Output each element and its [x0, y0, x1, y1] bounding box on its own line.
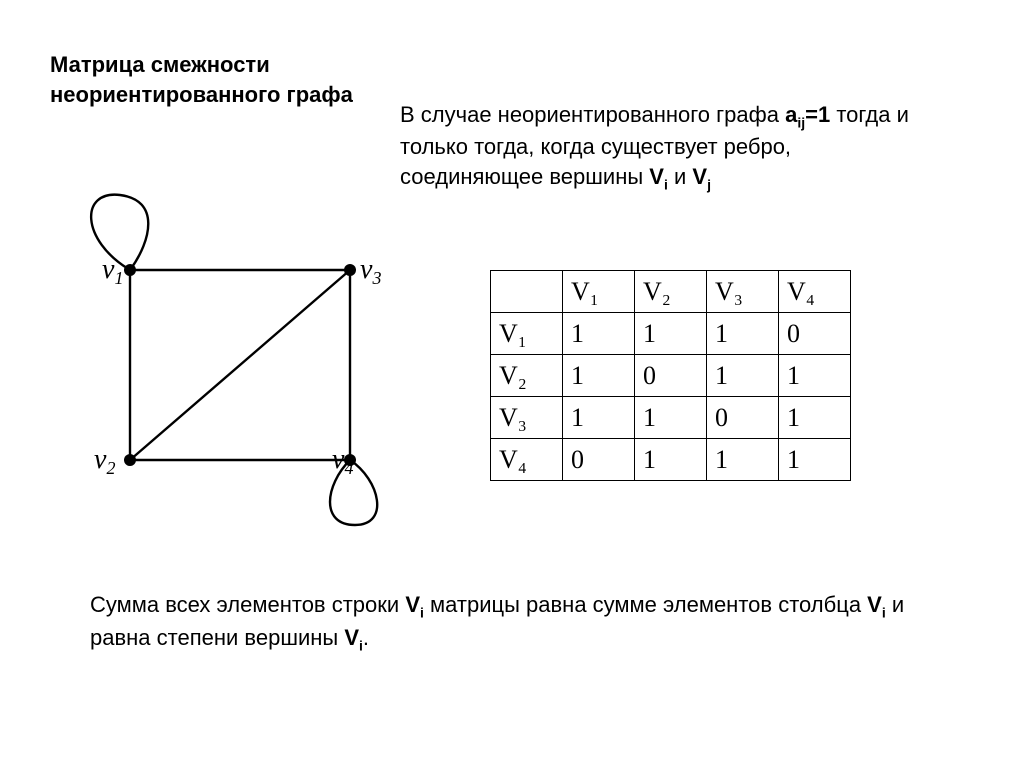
desc-vj: Vj	[692, 164, 711, 189]
matrix-cell: 1	[707, 313, 779, 355]
ft-vi-3: Vi	[344, 625, 363, 650]
matrix-col-header: V₄	[779, 271, 851, 313]
ft-vi-2: Vi	[867, 592, 886, 617]
matrix-col-header: V₃	[707, 271, 779, 313]
desc-vi: Vi	[649, 164, 668, 189]
graph-node-label: v1	[102, 254, 123, 288]
page-title: Матрица смежности неориентированного гра…	[50, 50, 420, 109]
matrix-row-header: V₃	[491, 397, 563, 439]
desc-pre: В случае неориентированного графа	[400, 102, 785, 127]
matrix-cell: 1	[635, 313, 707, 355]
graph-node	[124, 264, 136, 276]
table-row: V₁1110	[491, 313, 851, 355]
matrix-cell: 1	[779, 439, 851, 481]
matrix-row-header: V₄	[491, 439, 563, 481]
table-row: V₃1101	[491, 397, 851, 439]
matrix-cell: 0	[779, 313, 851, 355]
title-line-2: неориентированного графа	[50, 82, 353, 107]
ft-1: Сумма всех элементов строки	[90, 592, 405, 617]
matrix-row-header: V₁	[491, 313, 563, 355]
graph-svg: v1v3v2v4	[60, 180, 390, 520]
matrix-cell: 1	[635, 439, 707, 481]
desc-aij: aij=1	[785, 102, 830, 127]
desc-and: и	[668, 164, 693, 189]
graph-node	[124, 454, 136, 466]
matrix-cell: 1	[635, 397, 707, 439]
graph-loop	[91, 195, 148, 270]
footer-note: Сумма всех элементов строки Vi матрицы р…	[90, 590, 940, 656]
graph-edge	[130, 270, 350, 460]
graph-node	[344, 264, 356, 276]
matrix-cell: 1	[779, 397, 851, 439]
matrix-cell: 1	[707, 439, 779, 481]
matrix-row-header: V₂	[491, 355, 563, 397]
ft-dot: .	[363, 625, 369, 650]
graph-diagram: v1v3v2v4	[60, 180, 390, 520]
matrix-cell: 0	[635, 355, 707, 397]
matrix-cell: 1	[779, 355, 851, 397]
matrix-cell: 1	[563, 355, 635, 397]
description-paragraph: В случае неориентированного графа aij=1 …	[400, 100, 920, 194]
matrix-corner-cell	[491, 271, 563, 313]
adjacency-matrix: V₁V₂V₃V₄V₁1110V₂1011V₃1101V₄0111	[490, 270, 851, 481]
matrix-cell: 0	[707, 397, 779, 439]
matrix-col-header: V₂	[635, 271, 707, 313]
page: Матрица смежности неориентированного гра…	[0, 0, 1024, 768]
ft-vi-1: Vi	[405, 592, 424, 617]
ft-2: матрицы равна сумме элементов столбца	[424, 592, 867, 617]
matrix-cell: 1	[563, 313, 635, 355]
graph-node-label: v2	[94, 444, 115, 478]
table-row: V₄0111	[491, 439, 851, 481]
matrix-cell: 1	[707, 355, 779, 397]
matrix-cell: 1	[563, 397, 635, 439]
matrix-cell: 0	[563, 439, 635, 481]
table-row: V₂1011	[491, 355, 851, 397]
matrix-table: V₁V₂V₃V₄V₁1110V₂1011V₃1101V₄0111	[490, 270, 851, 481]
title-line-1: Матрица смежности	[50, 52, 270, 77]
table-row: V₁V₂V₃V₄	[491, 271, 851, 313]
graph-node-label: v3	[360, 254, 381, 288]
matrix-col-header: V₁	[563, 271, 635, 313]
